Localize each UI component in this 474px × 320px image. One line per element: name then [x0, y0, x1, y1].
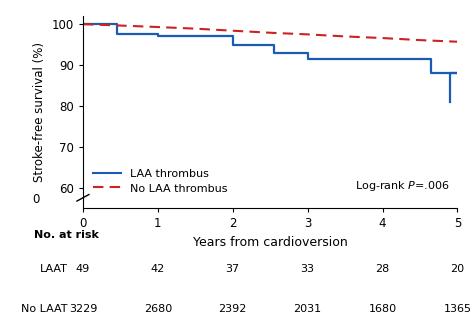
- Text: 1365: 1365: [443, 304, 472, 314]
- Text: 2392: 2392: [219, 304, 247, 314]
- Text: 28: 28: [375, 264, 390, 275]
- Text: 0: 0: [33, 193, 40, 206]
- Text: 1680: 1680: [368, 304, 397, 314]
- Text: No. at risk: No. at risk: [34, 230, 99, 240]
- Text: 2031: 2031: [293, 304, 322, 314]
- Text: 2680: 2680: [144, 304, 172, 314]
- Text: 42: 42: [151, 264, 165, 275]
- X-axis label: Years from cardioversion: Years from cardioversion: [193, 236, 347, 249]
- Legend: LAA thrombus, No LAA thrombus: LAA thrombus, No LAA thrombus: [89, 164, 232, 199]
- Text: 20: 20: [450, 264, 465, 275]
- Text: LAAT: LAAT: [40, 264, 68, 275]
- Text: 33: 33: [301, 264, 315, 275]
- Y-axis label: Stroke-free survival (%): Stroke-free survival (%): [33, 42, 46, 182]
- Text: 49: 49: [76, 264, 90, 275]
- Text: Log-rank $P$=.006: Log-rank $P$=.006: [356, 179, 450, 193]
- Text: 3229: 3229: [69, 304, 97, 314]
- Text: 37: 37: [226, 264, 240, 275]
- Text: No LAAT: No LAAT: [21, 304, 68, 314]
